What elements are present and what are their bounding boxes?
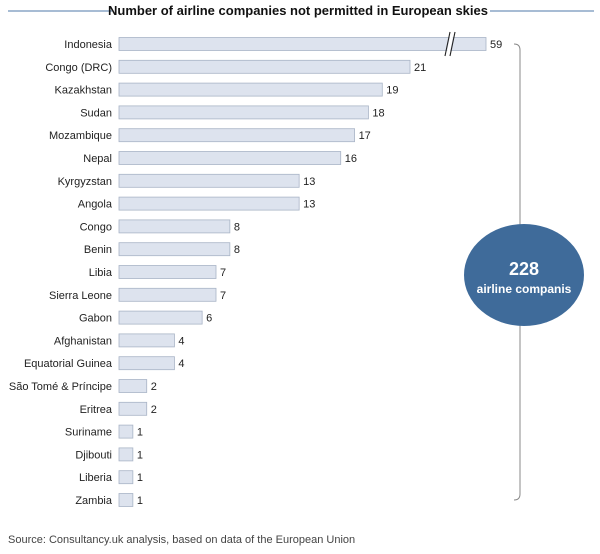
axis-break-mark-1 xyxy=(444,31,451,57)
value-label-sierra-leone: 7 xyxy=(220,290,226,302)
bar-sudan xyxy=(118,105,369,120)
bar-nepal xyxy=(118,151,342,165)
bar-indonesia xyxy=(118,37,487,51)
value-label-angola: 13 xyxy=(303,199,315,211)
category-label-afghanistan: Afghanistan xyxy=(54,335,112,347)
source-note: Source: Consultancy.uk analysis, based o… xyxy=(8,534,355,546)
bar-zambia xyxy=(118,493,134,507)
bar-kazakhstan xyxy=(118,82,383,97)
bar-benin xyxy=(118,242,231,257)
total-count: 228 xyxy=(509,259,539,279)
bar-libia xyxy=(118,265,217,279)
value-label-sudan: 18 xyxy=(372,107,384,119)
value-label-djibouti: 1 xyxy=(137,449,143,461)
category-label-nepal: Nepal xyxy=(83,153,112,165)
value-label-congo-drc: 21 xyxy=(414,62,426,74)
value-label-libia: 7 xyxy=(220,267,226,279)
bar-angola xyxy=(118,196,300,211)
category-label-suriname: Suriname xyxy=(65,427,112,439)
value-label-indonesia: 59 xyxy=(490,39,502,51)
bar-gabon xyxy=(118,310,203,325)
category-label-gabon: Gabon xyxy=(79,313,112,325)
category-label-sierra-leone: Sierra Leone xyxy=(49,290,112,302)
bar-liberia xyxy=(118,470,134,485)
value-label-mozambique: 17 xyxy=(359,130,371,142)
axis-break-gap xyxy=(446,31,454,57)
category-label-djibouti: Djibouti xyxy=(75,449,112,461)
category-label-sao-tome-principe: São Tomé & Príncipe xyxy=(9,381,112,393)
bar-kyrgyzstan xyxy=(118,173,300,188)
value-label-benin: 8 xyxy=(234,244,240,256)
axis-break-mark-2 xyxy=(449,31,456,57)
bar-congo-drc xyxy=(118,59,411,74)
bar-suriname xyxy=(118,424,134,439)
value-label-nepal: 16 xyxy=(345,153,357,165)
category-label-kazakhstan: Kazakhstan xyxy=(55,85,112,97)
total-label: airline companis xyxy=(477,282,572,296)
category-label-indonesia: Indonesia xyxy=(64,39,113,51)
bar-sao-tome-principe xyxy=(118,379,148,393)
category-label-benin: Benin xyxy=(84,244,112,256)
value-label-zambia: 1 xyxy=(137,495,143,507)
category-label-liberia: Liberia xyxy=(79,472,113,484)
bar-sierra-leone xyxy=(118,287,217,302)
category-label-angola: Angola xyxy=(78,199,113,211)
category-label-mozambique: Mozambique xyxy=(49,130,112,142)
category-label-kyrgyzstan: Kyrgyzstan xyxy=(58,176,112,188)
category-label-equatorial-guinea: Equatorial Guinea xyxy=(24,358,113,370)
category-label-eritrea: Eritrea xyxy=(80,404,113,416)
value-label-congo: 8 xyxy=(234,221,240,233)
bar-eritrea xyxy=(118,401,148,416)
value-label-sao-tome-principe: 2 xyxy=(151,381,157,393)
value-label-afghanistan: 4 xyxy=(178,335,184,347)
bar-equatorial-guinea xyxy=(118,356,175,371)
value-label-liberia: 1 xyxy=(137,472,143,484)
value-label-suriname: 1 xyxy=(137,427,143,439)
category-label-libia: Libia xyxy=(89,267,113,279)
total-callout-bubble xyxy=(464,224,584,326)
category-label-congo-drc: Congo (DRC) xyxy=(45,62,112,74)
value-label-kyrgyzstan: 13 xyxy=(303,176,315,188)
value-label-equatorial-guinea: 4 xyxy=(178,358,184,370)
value-label-eritrea: 2 xyxy=(151,404,157,416)
total-callout: 228 airline companis xyxy=(464,224,584,326)
chart-title: Number of airline companies not permitte… xyxy=(108,3,488,18)
category-label-zambia: Zambia xyxy=(75,495,113,507)
value-label-gabon: 6 xyxy=(206,313,212,325)
category-label-sudan: Sudan xyxy=(80,107,112,119)
bar-afghanistan xyxy=(118,333,175,348)
bar-congo xyxy=(118,219,231,234)
value-label-kazakhstan: 19 xyxy=(386,85,398,97)
bar-mozambique xyxy=(118,128,355,143)
category-label-congo: Congo xyxy=(80,221,112,233)
bar-djibouti xyxy=(118,447,134,462)
